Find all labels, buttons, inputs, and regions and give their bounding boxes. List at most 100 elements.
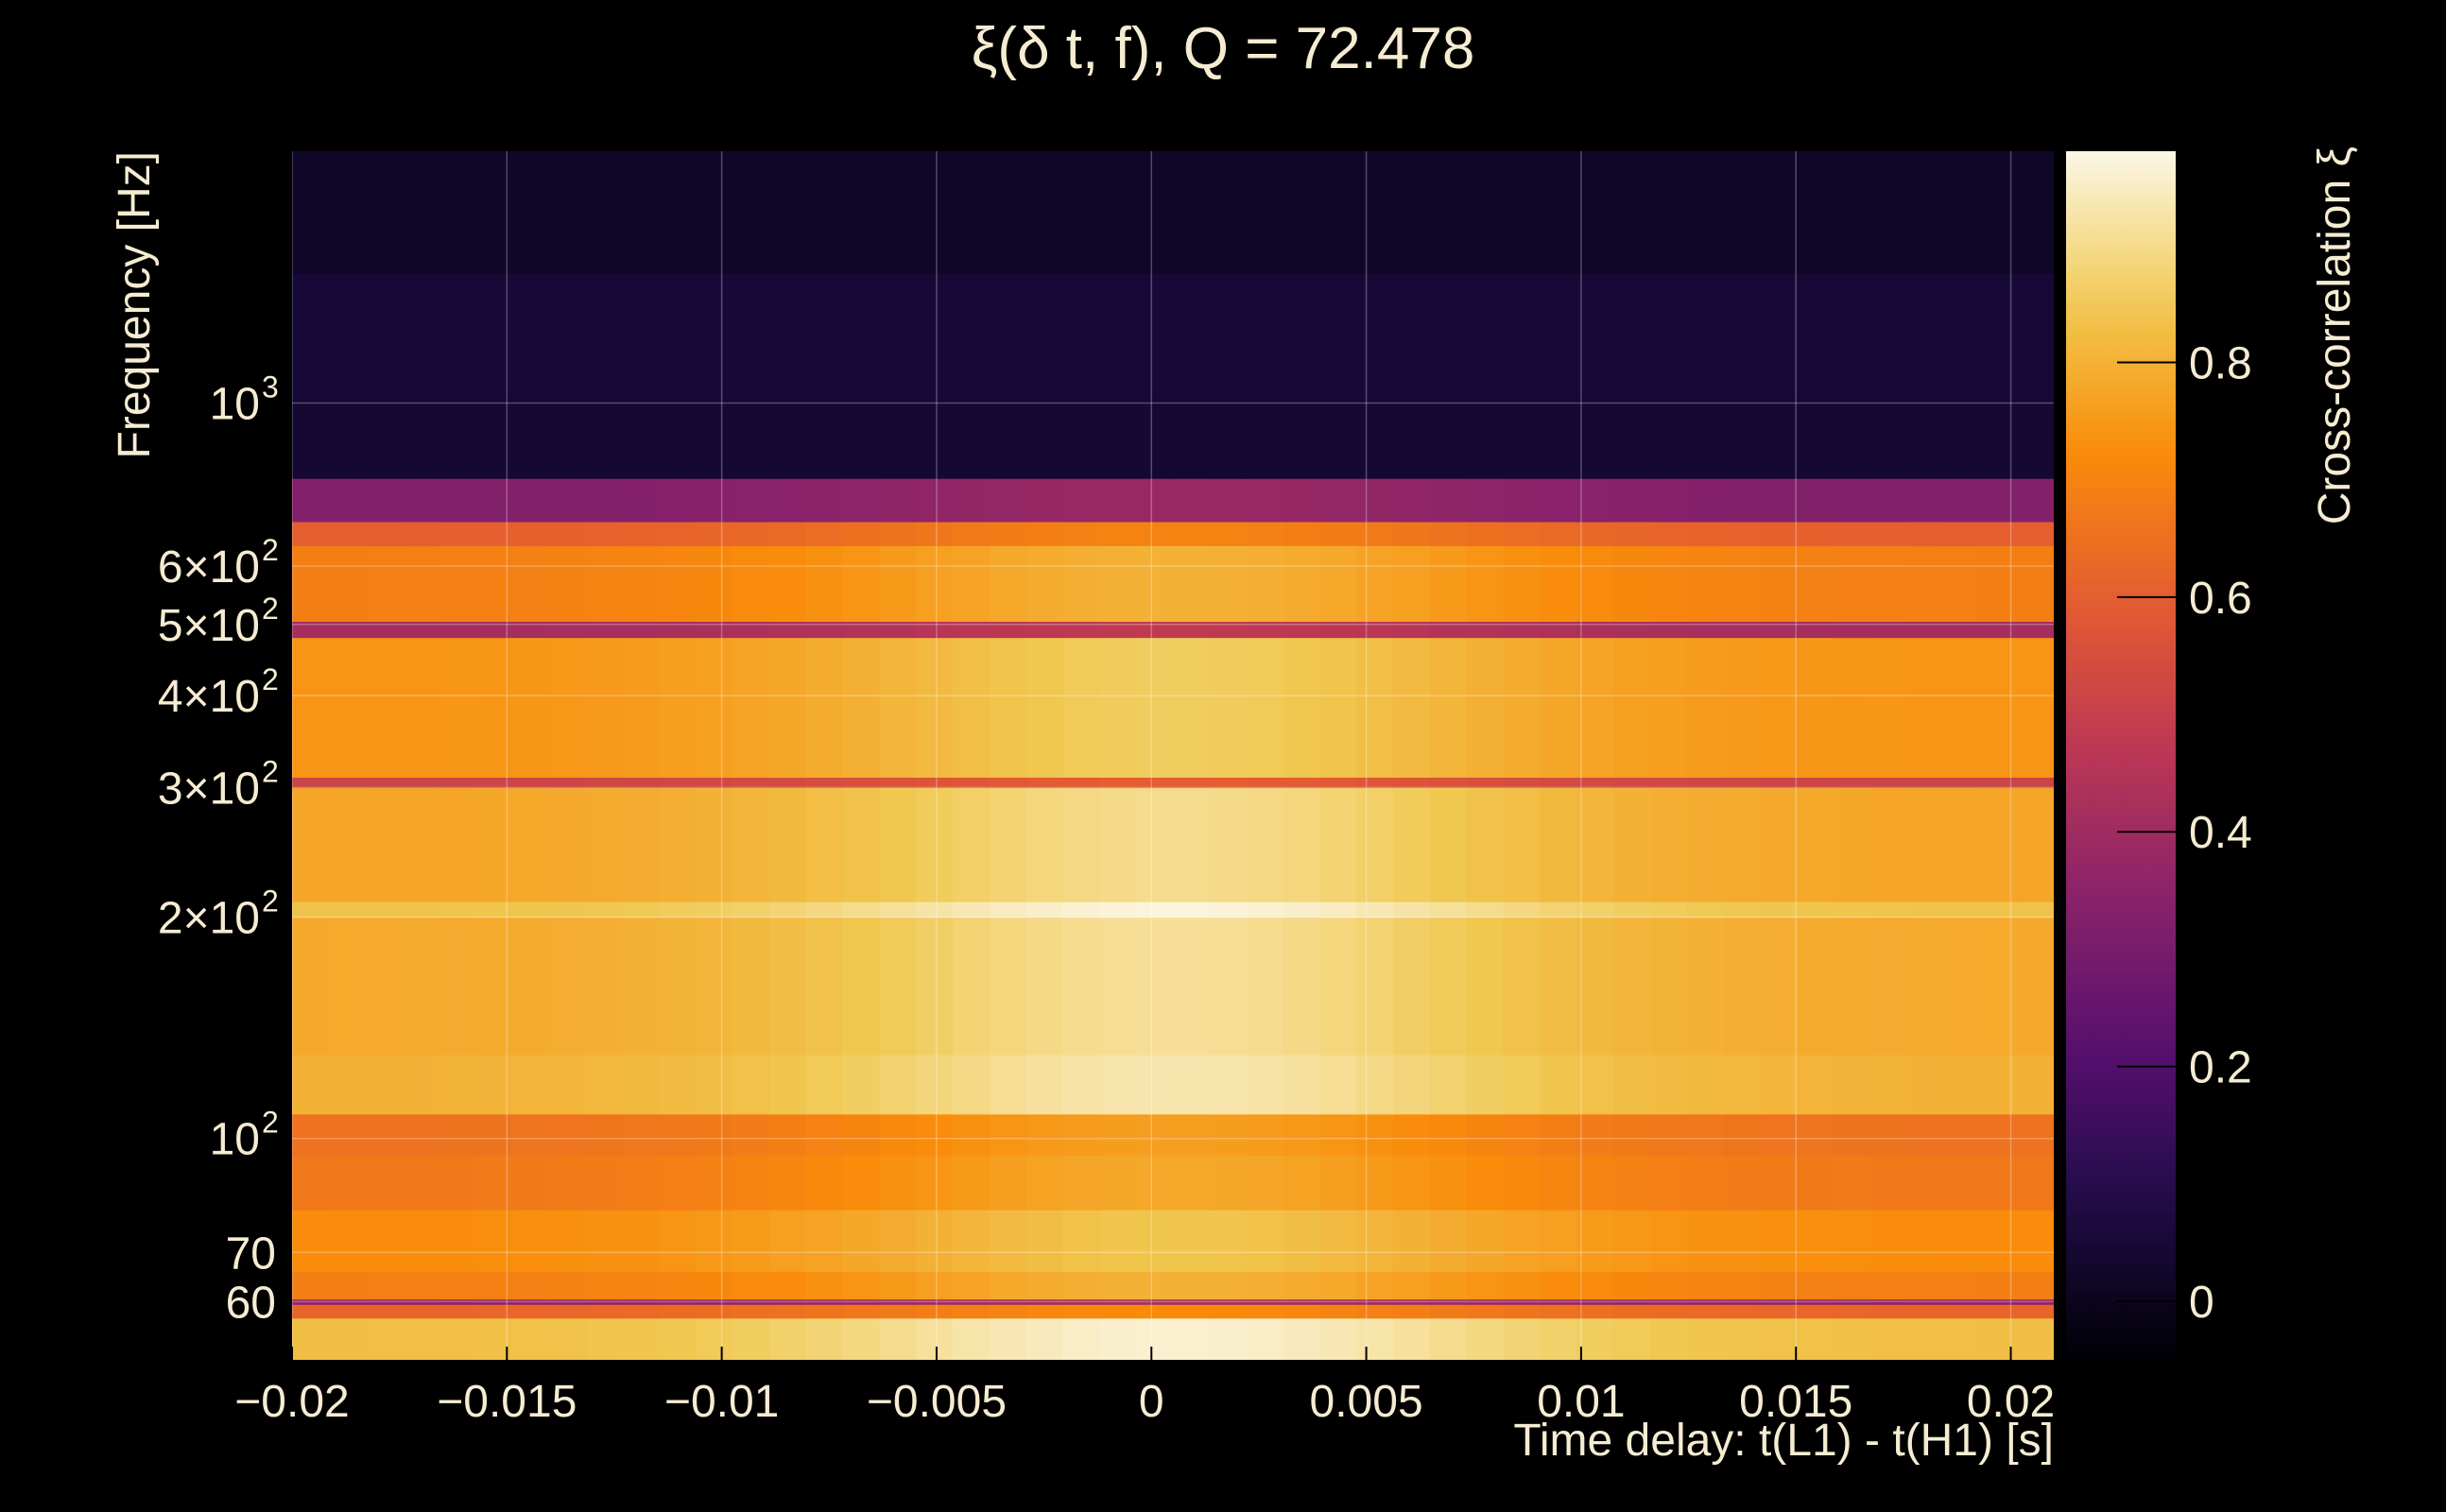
- heatmap-cell: [1429, 396, 1468, 479]
- heatmap-cell: [1246, 1113, 1284, 1156]
- heatmap-cell: [1246, 917, 1284, 1056]
- heatmap-cell: [1099, 621, 1137, 639]
- heatmap-cell: [1466, 521, 1505, 546]
- heatmap-cell: [2017, 545, 2054, 622]
- heatmap-cell: [1797, 787, 1834, 902]
- heatmap-cell: [1356, 151, 1394, 275]
- heatmap-cell: [1319, 1210, 1357, 1272]
- heatmap-cell: [1760, 901, 1798, 919]
- heatmap-cell: [1980, 1210, 2018, 1272]
- heatmap-cell: [292, 273, 330, 398]
- heatmap-cell: [292, 1113, 330, 1156]
- heatmap-cell: [292, 1055, 330, 1115]
- heatmap-cell: [1393, 1210, 1431, 1272]
- heatmap-cell: [1062, 637, 1100, 778]
- heatmap-cell: [512, 1304, 550, 1319]
- y-tick-label: 10: [210, 379, 260, 429]
- heatmap-cell: [1393, 1113, 1431, 1156]
- heatmap-cell: [768, 777, 807, 789]
- heatmap-cell: [402, 151, 439, 275]
- heatmap-cell: [659, 1055, 697, 1115]
- heatmap-cell: [1209, 1271, 1248, 1300]
- heatmap-cell: [768, 901, 807, 919]
- heatmap-cell: [1283, 1317, 1320, 1360]
- heatmap-cell: [1686, 521, 1725, 546]
- heatmap-cell: [1834, 273, 1871, 398]
- heatmap-cell: [622, 1055, 660, 1115]
- chart-title: ξ(δ t, f), Q = 72.478: [972, 16, 1475, 81]
- heatmap-cell: [989, 151, 1027, 275]
- heatmap-cell: [475, 787, 513, 902]
- colorbar-tick-label: 0: [2189, 1278, 2214, 1328]
- heatmap-cell: [475, 521, 513, 546]
- heatmap-cell: [1797, 1210, 1834, 1272]
- y-tick-label: 6×10: [158, 542, 260, 593]
- heatmap-cell: [1466, 1210, 1505, 1272]
- heatmap-cell: [1503, 1055, 1541, 1115]
- heatmap-cell: [548, 1298, 587, 1305]
- heatmap-cell: [1613, 1210, 1651, 1272]
- heatmap-cell: [512, 151, 550, 275]
- heatmap-cell: [1062, 777, 1100, 789]
- heatmap-cell: [1319, 1304, 1357, 1319]
- heatmap-cell: [402, 901, 439, 919]
- heatmap-cell: [1283, 787, 1320, 902]
- heatmap-cell: [365, 521, 404, 546]
- heatmap-cell: [512, 545, 550, 622]
- heatmap-cell: [1797, 1155, 1834, 1211]
- heatmap-cell: [768, 917, 807, 1056]
- heatmap-cell: [659, 478, 697, 523]
- heatmap-cell: [1246, 1317, 1284, 1360]
- heatmap-cell: [1869, 396, 1908, 479]
- heatmap-cell: [1906, 1271, 1945, 1300]
- heatmap-cell: [1834, 1298, 1871, 1305]
- heatmap-cell: [365, 621, 404, 639]
- heatmap-cell: [1356, 478, 1394, 523]
- heatmap-cell: [842, 151, 880, 275]
- heatmap-cell: [1649, 273, 1688, 398]
- heatmap-cell: [1062, 621, 1100, 639]
- heatmap-cell: [1466, 777, 1505, 789]
- heatmap-cell: [1906, 1317, 1945, 1360]
- heatmap-cell: [1356, 917, 1394, 1056]
- heatmap-cell: [439, 1298, 476, 1305]
- heatmap-cell: [1869, 521, 1908, 546]
- heatmap-cell: [292, 901, 330, 919]
- heatmap-cell: [512, 787, 550, 902]
- heatmap-cell: [842, 637, 880, 778]
- heatmap-cell: [1906, 917, 1945, 1056]
- heatmap-cell: [1980, 621, 2018, 639]
- heatmap-cell: [1686, 545, 1725, 622]
- heatmap-cell: [1136, 1155, 1174, 1211]
- heatmap-cell: [1173, 637, 1211, 778]
- heatmap-cell: [1869, 621, 1908, 639]
- heatmap-cell: [1099, 151, 1137, 275]
- heatmap-cell: [1906, 396, 1945, 479]
- heatmap-cell: [842, 478, 880, 523]
- heatmap-cell: [1393, 1271, 1431, 1300]
- heatmap-cell: [989, 521, 1027, 546]
- heatmap-cell: [1025, 637, 1064, 778]
- heatmap-cell: [1869, 1113, 1908, 1156]
- heatmap-cell: [622, 396, 660, 479]
- heatmap-cell: [1062, 917, 1100, 1056]
- heatmap-cell: [1393, 273, 1431, 398]
- heatmap-cell: [1136, 151, 1174, 275]
- heatmap-cell: [989, 545, 1027, 622]
- heatmap-cell: [1356, 273, 1394, 398]
- heatmap-cell: [732, 478, 770, 523]
- heatmap-cell: [402, 1155, 439, 1211]
- heatmap-cell: [1209, 637, 1248, 778]
- heatmap-cell: [1136, 273, 1174, 398]
- heatmap-cell: [1025, 901, 1064, 919]
- heatmap-cell: [1283, 1210, 1320, 1272]
- colorbar-tick-label: 0.6: [2189, 574, 2252, 624]
- heatmap-cell: [328, 787, 367, 902]
- heatmap-cell: [1980, 478, 2018, 523]
- heatmap-cell: [1906, 1055, 1945, 1115]
- heatmap-cell: [1025, 1113, 1064, 1156]
- heatmap-cell: [622, 151, 660, 275]
- heatmap-cell: [1906, 1304, 1945, 1319]
- heatmap-cell: [1466, 273, 1505, 398]
- heatmap-cell: [768, 1317, 807, 1360]
